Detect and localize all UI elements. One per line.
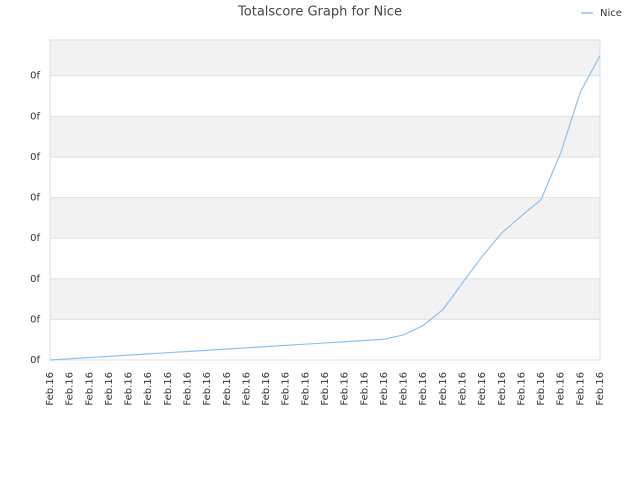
y-tick-label: 0f: [30, 314, 40, 325]
y-tick-label: 0f: [30, 233, 40, 244]
x-tick-label: Feb.16: [202, 372, 213, 406]
x-tick-label: Feb.16: [104, 372, 115, 406]
plot-band: [50, 40, 600, 76]
y-tick-label: 0f: [30, 71, 40, 82]
x-tick-label: Feb.16: [222, 372, 233, 406]
x-tick-label: Feb.16: [340, 372, 351, 406]
series-line: [49, 55, 601, 361]
x-tick-label: Feb.16: [163, 372, 174, 406]
x-tick-label: Feb.16: [281, 372, 292, 406]
x-tick-label: Feb.16: [497, 372, 508, 406]
x-tick-label: Feb.16: [595, 372, 606, 406]
x-tick-label: Feb.16: [438, 372, 449, 406]
x-tick-label: Feb.16: [84, 372, 95, 406]
x-tick-label: Feb.16: [300, 372, 311, 406]
x-tick-label: Feb.16: [516, 372, 527, 406]
x-tick-label: Feb.16: [477, 372, 488, 406]
x-tick-label: Feb.16: [575, 372, 586, 406]
x-tick-label: Feb.16: [65, 372, 76, 406]
y-tick-label: 0f: [30, 274, 40, 285]
legend-label: Nice: [600, 8, 622, 19]
plot-band: [50, 156, 600, 198]
x-tick-label: Feb.16: [399, 372, 410, 406]
x-tick-label: Feb.16: [379, 372, 390, 406]
x-tick-label: Feb.16: [418, 372, 429, 406]
x-tick-label: Feb.16: [124, 372, 135, 406]
x-tick-label: Feb.16: [320, 372, 331, 406]
y-tick-label: 0f: [30, 111, 40, 122]
x-tick-label: Feb.16: [536, 372, 547, 406]
plot-band: [50, 116, 600, 157]
y-tick-label: 0f: [30, 193, 40, 204]
x-tick-label: Feb.16: [261, 372, 272, 406]
x-tick-label: Feb.16: [45, 372, 56, 406]
x-tick-label: Feb.16: [359, 372, 370, 406]
x-tick-label: Feb.16: [143, 372, 154, 406]
x-tick-label: Feb.16: [556, 372, 567, 406]
plot-band: [50, 75, 600, 117]
plot-band: [50, 197, 600, 239]
x-tick-label: Feb.16: [241, 372, 252, 406]
plot-band: [50, 278, 600, 320]
x-tick-label: Feb.16: [458, 372, 469, 406]
x-tick-label: Feb.16: [183, 372, 194, 406]
y-tick-label: 0f: [30, 152, 40, 163]
plot-band: [50, 319, 600, 360]
chart-title: Totalscore Graph for Nice: [237, 5, 402, 20]
plot-band: [50, 238, 600, 279]
y-tick-label: 0f: [30, 355, 40, 366]
